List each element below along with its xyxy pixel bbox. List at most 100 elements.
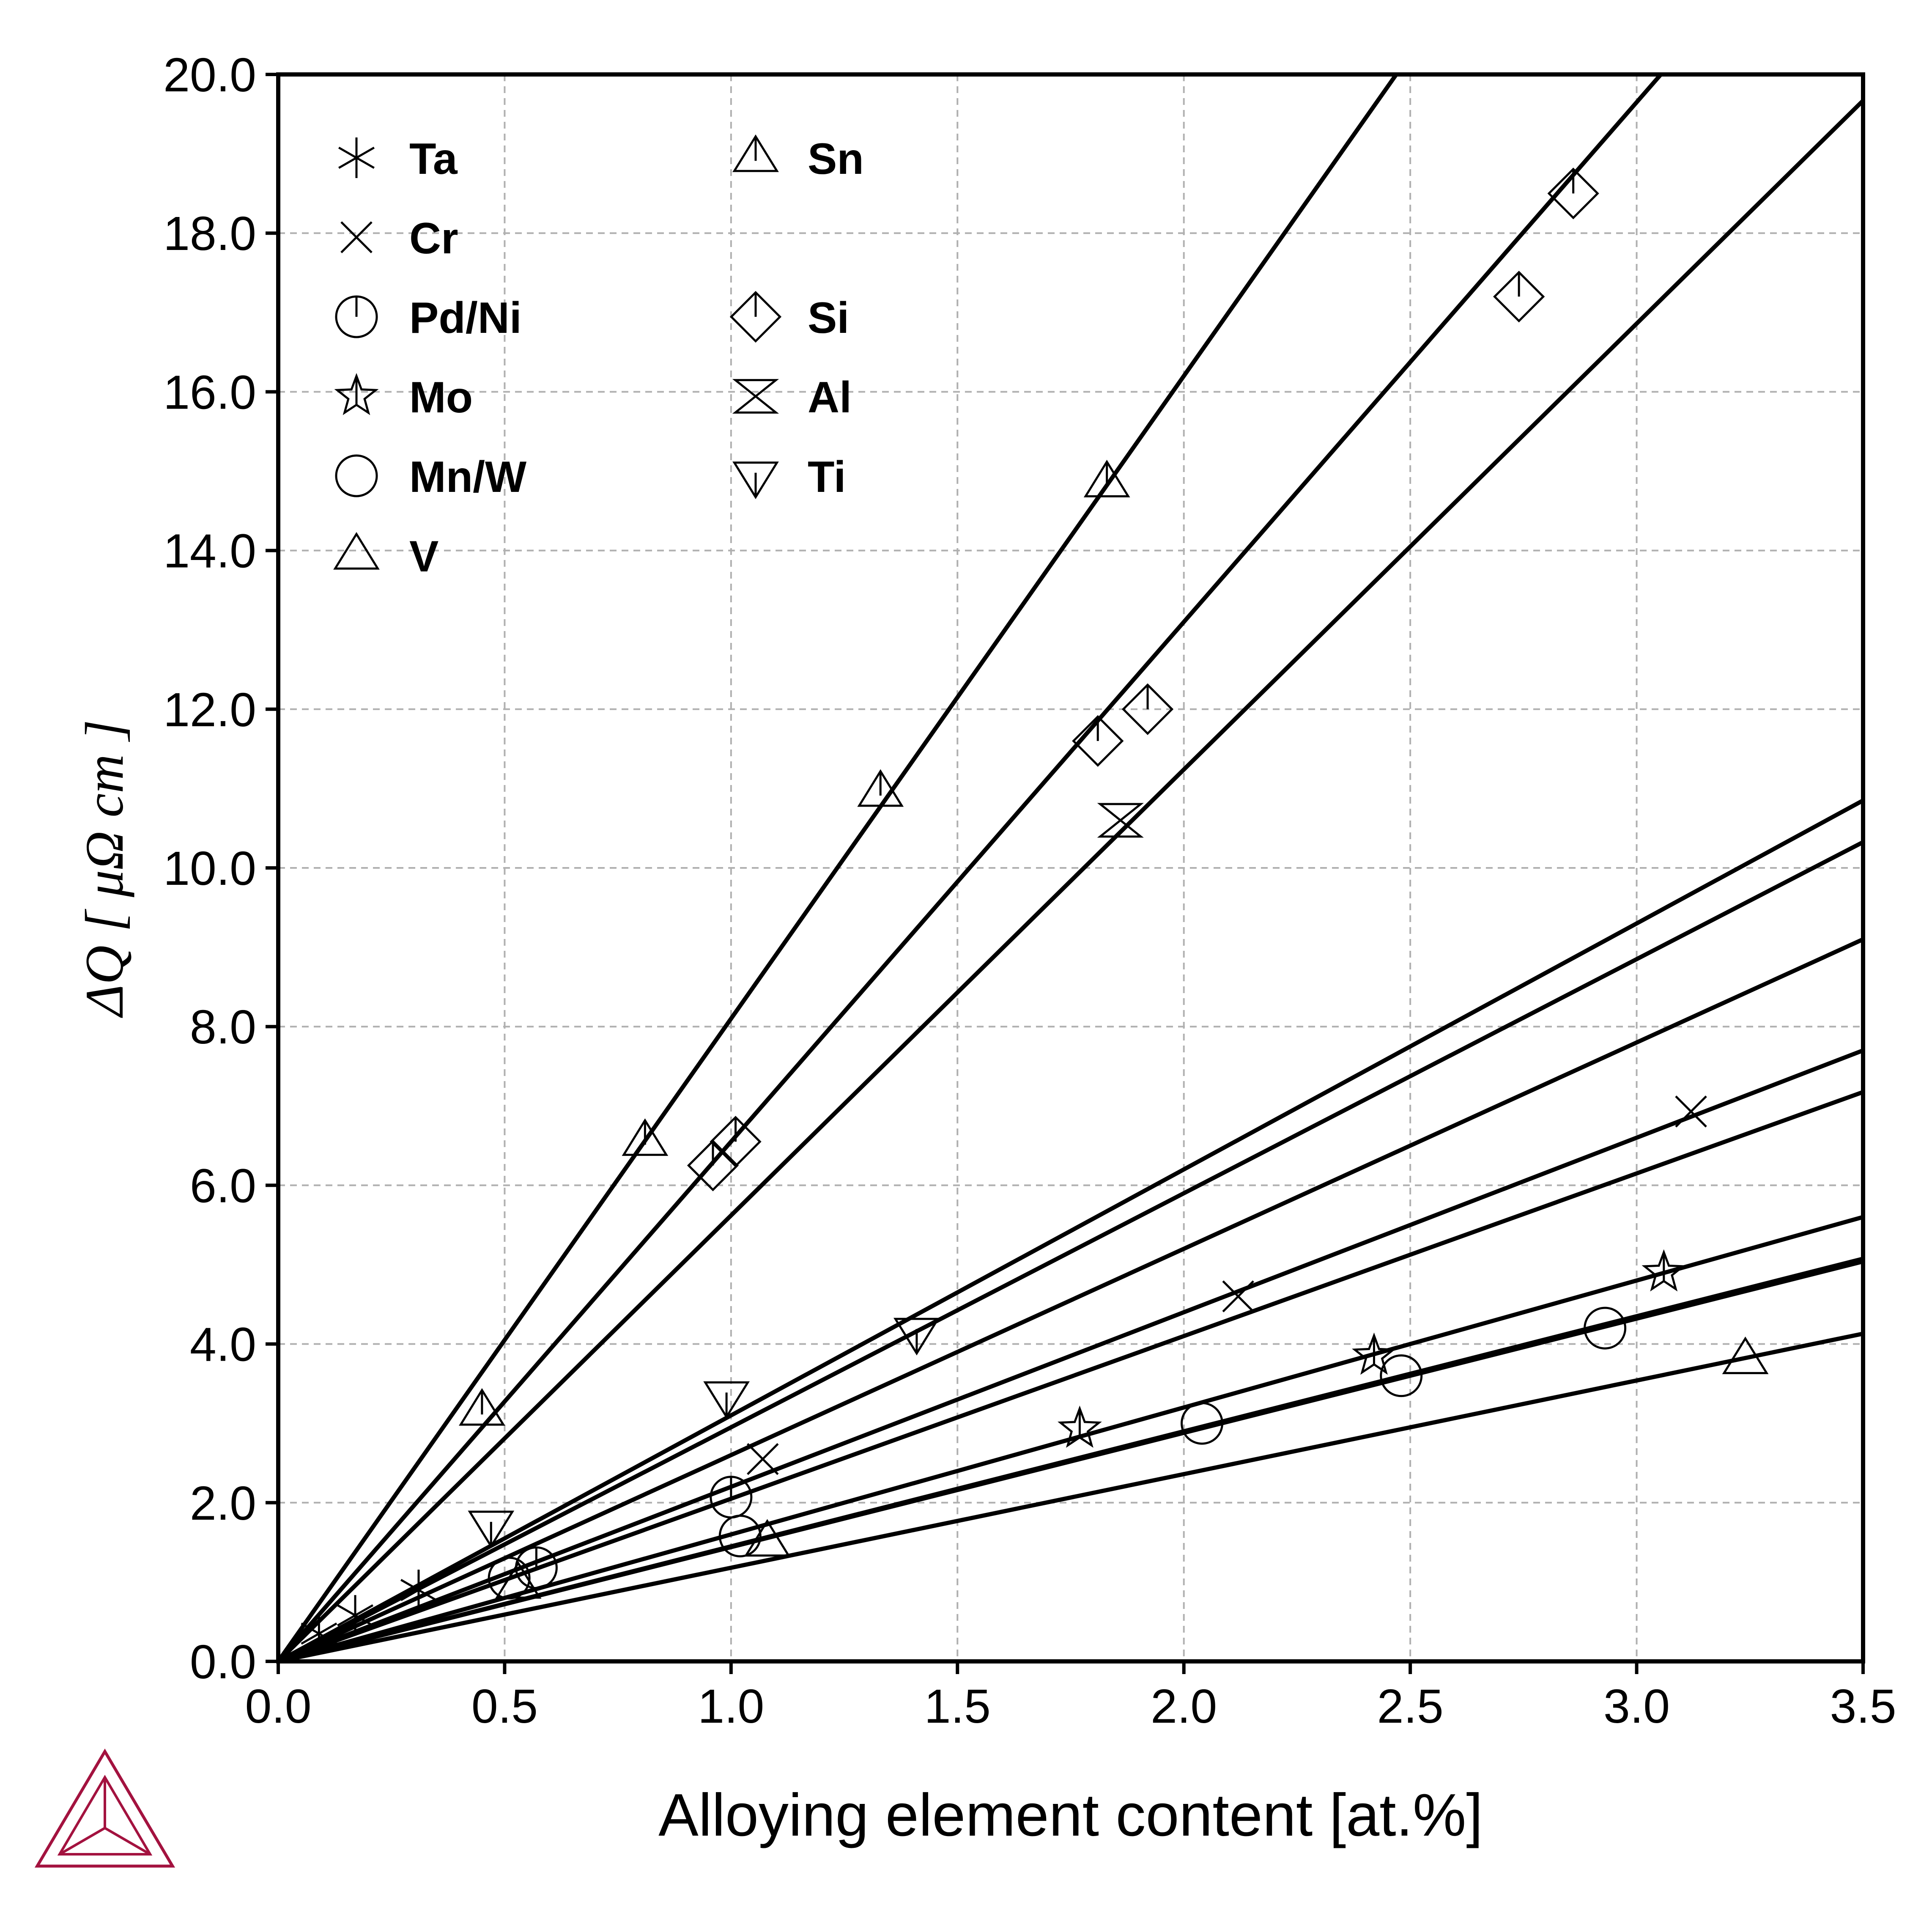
data-point-mn-w <box>718 1515 762 1558</box>
data-point-v <box>744 1519 791 1557</box>
legend-marker-si-icon <box>729 291 782 343</box>
fit-line-mo <box>277 1215 1864 1663</box>
data-point-al <box>1097 803 1144 838</box>
data-point-mn-w <box>1584 1307 1627 1350</box>
y-tick-label: 4.0 <box>190 1318 256 1371</box>
legend-marker-mo-icon <box>334 373 379 415</box>
y-axis-title: ΔQ [ μΩ cm ] <box>74 719 134 1018</box>
data-point-ta <box>337 1595 374 1636</box>
legend-entry-al: Al <box>732 373 852 422</box>
legend-label-sn: Sn <box>808 135 864 184</box>
legend-marker-pd-ni-icon <box>335 295 378 338</box>
x-tick-label: 3.5 <box>1830 1680 1896 1733</box>
legend-marker-mn-w-icon <box>335 454 378 497</box>
data-point-sn <box>459 1388 505 1426</box>
data-point-si <box>1072 715 1124 767</box>
data-point-ti <box>468 1510 515 1548</box>
data-point-mo <box>1352 1332 1396 1375</box>
data-point-sn <box>622 1118 669 1156</box>
y-tick-label: 8.0 <box>190 1000 256 1054</box>
legend-marker-ti-icon <box>732 461 779 500</box>
legend-label-cr: Cr <box>409 214 458 263</box>
legend-entry-pd-ni: Pd/Ni <box>335 294 522 343</box>
data-point-ta <box>400 1570 437 1611</box>
data-point-v <box>495 1561 542 1599</box>
data-point-sn <box>1083 459 1130 497</box>
fit-line-sn <box>276 73 1398 1663</box>
data-point-ti <box>893 1318 940 1356</box>
y-tick-label: 20.0 <box>163 48 256 102</box>
legend-label-al: Al <box>808 373 852 422</box>
x-tick-label: 1.5 <box>924 1680 991 1733</box>
legend-label-ta: Ta <box>409 135 458 184</box>
legend-entry-mo: Mo <box>334 373 473 422</box>
y-tick-label: 12.0 <box>163 683 256 736</box>
grid <box>278 74 1863 1661</box>
legend-marker-v-icon <box>333 532 380 570</box>
y-tick-label: 6.0 <box>190 1159 256 1212</box>
x-tick-label: 3.0 <box>1603 1680 1670 1733</box>
data-point-mo <box>1058 1405 1102 1448</box>
fit-line <box>277 937 1864 1663</box>
data-point-mo <box>1642 1249 1686 1292</box>
data-point-si <box>710 1116 762 1168</box>
data-point-si <box>687 1139 739 1191</box>
y-tick-label: 0.0 <box>190 1635 256 1688</box>
legend-entry-sn: Sn <box>732 134 864 184</box>
data-point-cr <box>1222 1280 1254 1312</box>
legend-label-ti: Ti <box>808 453 846 502</box>
legend: Ta Cr Pd/Ni Mo Mn/W V Sn Si Al Ti <box>333 134 864 581</box>
data-point-mn-w <box>1181 1402 1224 1445</box>
legend-label-mn-w: Mn/W <box>409 453 527 502</box>
fit-line-al <box>277 99 1865 1663</box>
y-tick-label: 2.0 <box>190 1477 256 1530</box>
legend-marker-sn-icon <box>732 134 779 172</box>
x-axis-title: Alloying element content [at.%] <box>658 1781 1483 1849</box>
legend-entry-ta: Ta <box>338 135 458 184</box>
fit-line-v <box>277 1331 1864 1663</box>
y-tick-label: 10.0 <box>163 842 256 895</box>
legend-label-mo: Mo <box>409 373 473 422</box>
legend-marker-al-icon <box>732 379 779 414</box>
axis-ticks: 0.0 0.5 1.0 1.5 2.0 2.5 3.0 3.5 0.0 2.0 4.0 6.0 8.0 1… <box>163 48 1896 1733</box>
data-point-si <box>1493 271 1545 323</box>
legend-label-pd-ni: Pd/Ni <box>409 294 522 343</box>
thermo-calc-logo-icon <box>34 1749 175 1868</box>
legend-entry-ti: Ti <box>732 453 846 502</box>
x-tick-label: 2.0 <box>1151 1680 1217 1733</box>
fit-line <box>277 1257 1864 1663</box>
x-tick-label: 2.5 <box>1377 1680 1444 1733</box>
y-tick-label: 14.0 <box>163 524 256 578</box>
legend-marker-ta-icon <box>338 137 375 178</box>
fit-line-ta <box>277 840 1864 1663</box>
fit-line-pd-ni <box>277 1090 1864 1663</box>
y-tick-label: 18.0 <box>163 207 256 260</box>
legend-entry-v: V <box>333 532 438 581</box>
fit-line-ti <box>277 799 1864 1663</box>
legend-entry-mn-w: Mn/W <box>335 453 527 502</box>
x-tick-label: 1.0 <box>698 1680 764 1733</box>
data-point-si <box>1547 167 1599 220</box>
data-point-cr <box>747 1443 779 1475</box>
legend-label-v: V <box>409 532 438 581</box>
data-point-v <box>1722 1336 1769 1374</box>
fit-lines <box>276 73 1865 1663</box>
legend-marker-cr-icon <box>340 221 373 253</box>
fit-line-si <box>277 73 1663 1663</box>
legend-label-si: Si <box>808 294 849 343</box>
data-point-si <box>1121 683 1174 735</box>
data-points <box>301 167 1769 1654</box>
data-point-sn <box>857 769 904 807</box>
fit-line-cr <box>277 1048 1864 1663</box>
y-tick-label: 16.0 <box>163 365 256 419</box>
legend-entry-si: Si <box>729 291 849 343</box>
x-tick-label: 0.5 <box>471 1680 538 1733</box>
data-point-mn-w <box>1380 1354 1423 1397</box>
data-point-ti <box>703 1381 750 1419</box>
data-point-ta <box>301 1613 337 1654</box>
x-tick-label: 0.0 <box>245 1680 311 1733</box>
data-point-cr <box>1675 1095 1707 1128</box>
legend-entry-cr: Cr <box>340 214 458 263</box>
